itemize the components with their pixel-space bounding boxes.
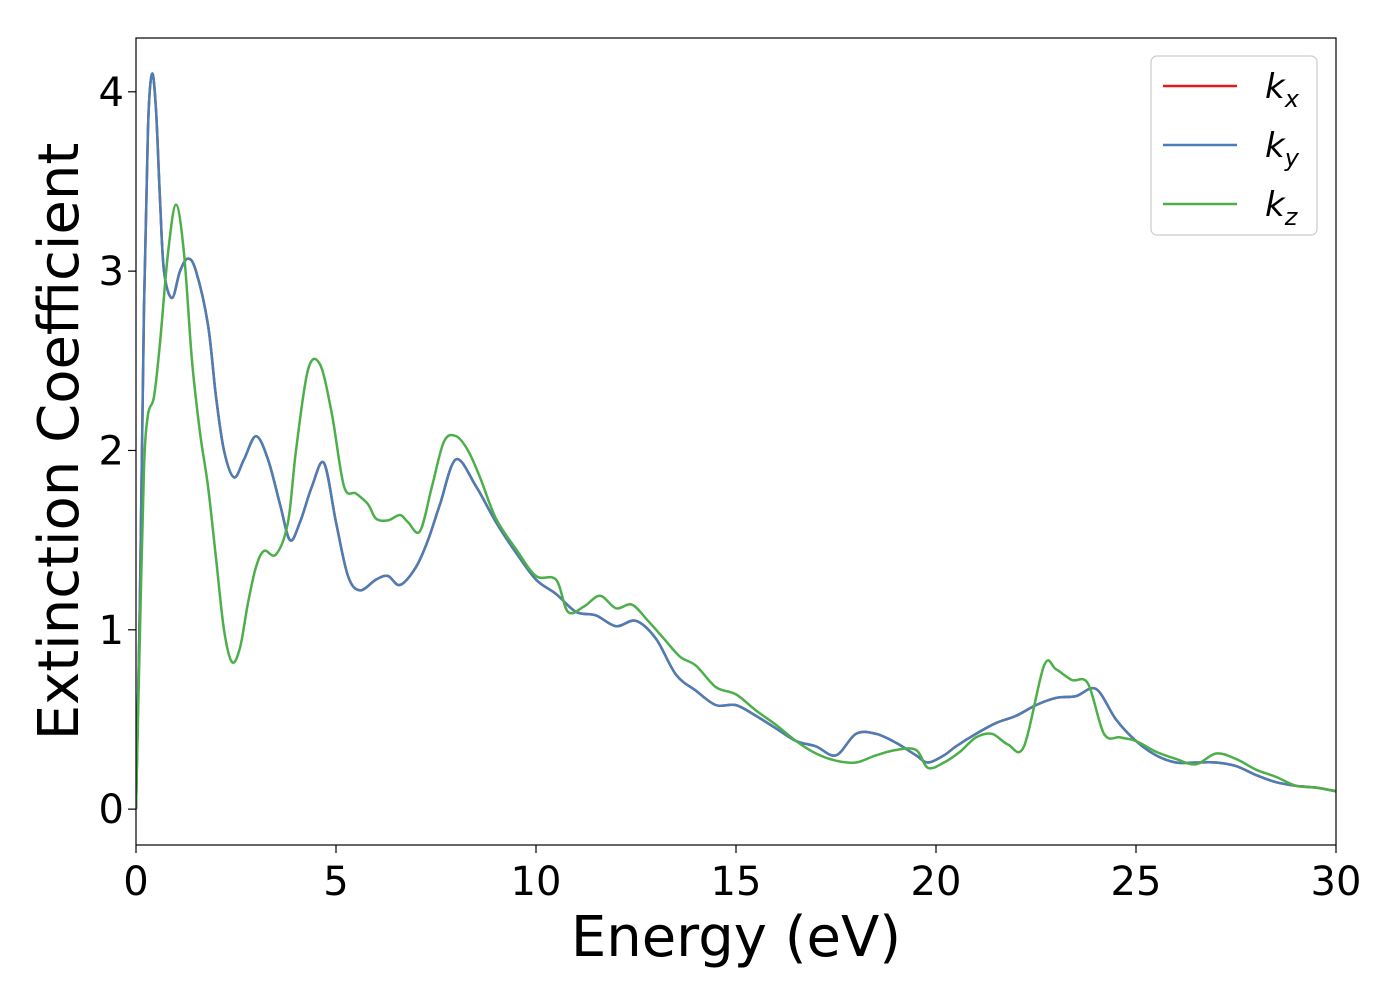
legend-label-kx: kx bbox=[1265, 67, 1300, 113]
series-line-kz bbox=[136, 203, 1336, 810]
x-tick-label: 5 bbox=[323, 859, 348, 905]
x-tick-label: 20 bbox=[911, 859, 962, 905]
series-line-ky bbox=[136, 72, 1336, 810]
x-tick-label: 25 bbox=[1111, 859, 1162, 905]
series-layer bbox=[136, 72, 1336, 810]
legend: kx ky kz bbox=[1150, 55, 1318, 236]
y-tick-label: 2 bbox=[99, 428, 124, 474]
x-tick-label: 10 bbox=[511, 859, 562, 905]
x-axis-ticks: 0 5 10 15 20 25 30 bbox=[123, 845, 1361, 905]
y-axis-ticks: 0 1 2 3 4 bbox=[99, 70, 136, 833]
x-tick-label: 15 bbox=[711, 859, 762, 905]
x-axis-title: Energy (eV) bbox=[571, 905, 901, 970]
legend-label-ky: ky bbox=[1265, 126, 1300, 172]
y-tick-label: 1 bbox=[99, 608, 124, 654]
y-tick-label: 3 bbox=[99, 249, 124, 295]
y-tick-label: 4 bbox=[99, 70, 124, 116]
x-tick-label: 0 bbox=[123, 859, 148, 905]
legend-label-kz: kz bbox=[1265, 185, 1299, 231]
y-tick-label: 0 bbox=[99, 787, 124, 833]
y-axis-title: Extinction Coefficient bbox=[27, 143, 92, 741]
x-tick-label: 30 bbox=[1311, 859, 1362, 905]
